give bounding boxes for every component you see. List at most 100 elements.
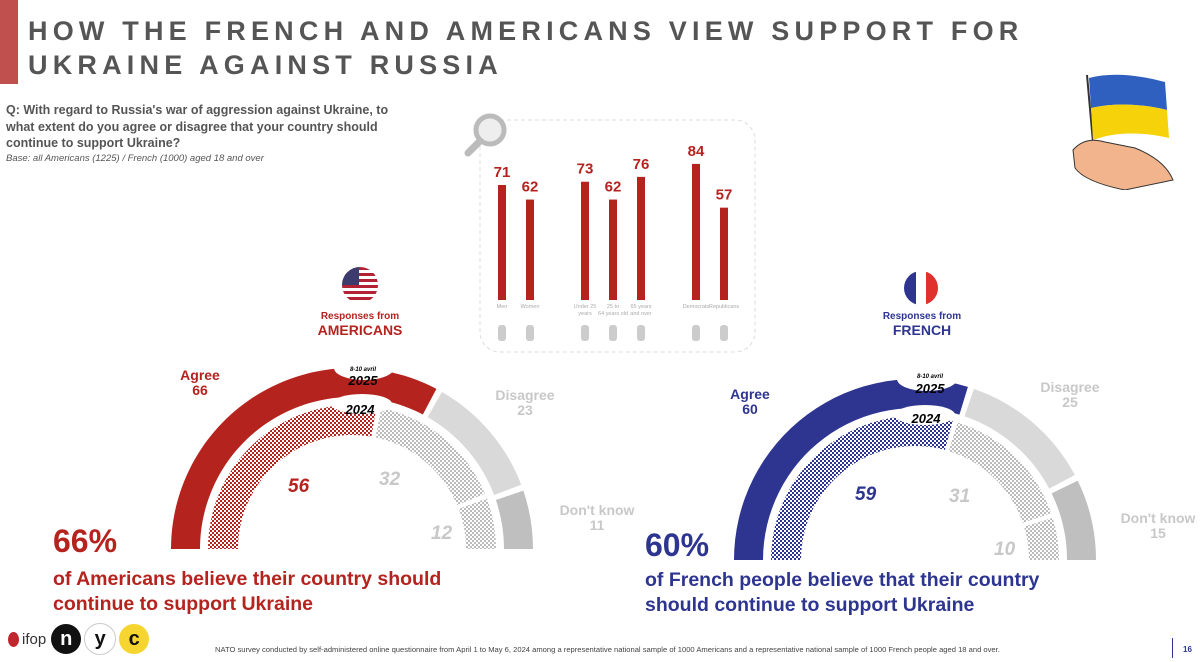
bar-category-label: and over <box>630 311 652 317</box>
disagree-value: 23 <box>517 402 533 418</box>
demographic-icon <box>581 325 589 341</box>
disagree-text: Disagree <box>1040 379 1100 395</box>
bar-category-label: Democrats <box>683 304 710 310</box>
responses-from-text: Responses from <box>882 311 962 322</box>
bar-category-label: Men <box>497 304 508 310</box>
logos: ifop n y c <box>8 623 150 655</box>
fr-year-2025: 2025 <box>915 381 945 396</box>
bar-democrats <box>692 163 700 300</box>
fr-2024-agree: 59 <box>855 484 877 505</box>
responses-from-text: Responses from <box>320 311 400 322</box>
us-year-2024: 2024 <box>345 402 375 417</box>
segment-2024-disagree <box>948 422 1052 523</box>
fr-2024-disagree: 31 <box>949 486 971 507</box>
us-respondents-label: Responses from AMERICANS <box>300 311 420 338</box>
bar-value-label: 71 <box>494 164 511 181</box>
fr-dontknow-label: Don't know 15 <box>1113 511 1200 541</box>
bar-value-label: 57 <box>716 187 733 204</box>
bar-category-label: 64 years old <box>598 311 628 317</box>
us-flag-icon <box>342 267 378 303</box>
segment-2025-agree <box>171 368 437 549</box>
dontknow-text: Don't know <box>559 502 635 518</box>
segment-2025-dontknow <box>1051 480 1096 560</box>
fr-year-2024: 2024 <box>911 411 941 426</box>
us-gauge <box>171 356 533 549</box>
demographic-icon <box>498 325 506 341</box>
disagree-value: 25 <box>1062 394 1078 410</box>
segment-2024-disagree <box>375 408 485 506</box>
fr-gauge <box>734 367 1096 560</box>
segment-2025-disagree <box>427 391 522 496</box>
fr-2024-dontknow: 10 <box>994 539 1016 560</box>
base-text: Base: all Americans (1225) / French (100… <box>6 153 264 164</box>
fr-disagree-label: Disagree 25 <box>1030 380 1110 410</box>
us-dontknow-label: Don't know 11 <box>552 503 642 533</box>
segment-2024-agree <box>208 404 377 549</box>
bar-category-label: Republicans <box>709 304 740 310</box>
fr-agree-label: Agree 60 <box>720 387 780 417</box>
segment-2025-agree <box>734 379 968 560</box>
bar-value-label: 62 <box>605 179 622 196</box>
year-notch <box>332 394 392 414</box>
bar-value-label: 76 <box>633 156 650 173</box>
bar-under-25-years <box>581 181 589 300</box>
us-2024-disagree: 32 <box>379 469 401 490</box>
nyc-logo-c: c <box>119 624 150 654</box>
ifop-logo-mark <box>8 631 19 647</box>
agree-value: 60 <box>742 401 758 417</box>
segment-2025-disagree <box>964 388 1075 489</box>
country-name: FRENCH <box>892 322 952 338</box>
agree-text: Agree <box>730 386 770 402</box>
fr-date-label: 8-10 avril <box>916 374 944 380</box>
bar-category-label: 65 years <box>630 304 651 310</box>
demographic-icon <box>609 325 617 341</box>
bar-republicans <box>720 207 728 300</box>
magnifier-icon <box>464 113 507 157</box>
year-notch <box>895 405 955 425</box>
accent-bar <box>0 0 18 84</box>
fr-respondents-label: Responses from FRENCH <box>862 311 982 338</box>
segment-2024-dontknow <box>1024 517 1059 560</box>
us-disagree-label: Disagree 23 <box>485 388 565 418</box>
demographic-icon <box>526 325 534 341</box>
page-number: 16 <box>1183 645 1192 654</box>
page-divider <box>1172 638 1173 658</box>
demographic-icon <box>720 325 728 341</box>
nyc-logo-n: n <box>51 624 82 654</box>
year-notch <box>334 356 394 380</box>
question-text: Q: With regard to Russia's war of aggres… <box>6 103 389 150</box>
agree-text: Agree <box>180 367 220 383</box>
us-agree-label: Agree 66 <box>170 368 230 398</box>
demographic-icon <box>637 325 645 341</box>
france-flag-icon <box>904 271 938 305</box>
bar-value-label: 84 <box>688 143 705 160</box>
segment-2025-dontknow <box>495 490 533 549</box>
bar-category-label: 25 to <box>607 304 619 310</box>
bar-25-to-64-years-old <box>609 199 617 300</box>
disagree-text: Disagree <box>495 387 555 403</box>
bar-category-label: years <box>578 311 592 317</box>
demographic-icon <box>692 325 700 341</box>
segment-2024-dontknow <box>458 498 496 549</box>
footer-note: NATO survey conducted by self-administer… <box>215 645 1000 654</box>
bar-category-label: Women <box>521 304 540 310</box>
fr-sentence: of French people believe that their coun… <box>645 569 1040 616</box>
segment-2024-agree <box>771 415 953 560</box>
us-sentence: of Americans believe their country shoul… <box>53 568 442 615</box>
bar-value-label: 62 <box>522 179 539 196</box>
ifop-logo: ifop <box>22 630 47 648</box>
us-2024-dontknow: 12 <box>431 523 453 544</box>
us-year-2025: 2025 <box>348 373 378 388</box>
ukraine-flag-hand-icon <box>1072 74 1174 190</box>
us-date-label: 8-10 avril <box>349 367 377 373</box>
dontknow-value: 11 <box>589 517 605 533</box>
year-notch <box>897 367 957 391</box>
bar-men <box>498 184 506 300</box>
agree-value: 66 <box>192 382 208 398</box>
fr-headline: 60% <box>645 527 710 563</box>
dontknow-value: 15 <box>1150 525 1166 541</box>
us-2024-agree: 56 <box>288 476 310 497</box>
